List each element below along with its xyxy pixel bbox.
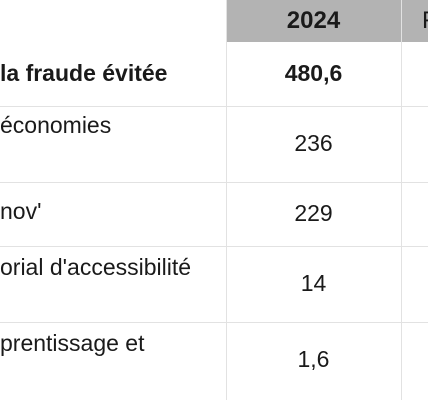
row-label: la fraude évitée: [0, 60, 168, 86]
row-divider: [0, 246, 428, 247]
header-next-column-partial: F: [401, 0, 428, 42]
row-value: 480,6: [284, 60, 343, 86]
row-value: 14: [300, 270, 327, 296]
header-blank-cell: [0, 0, 226, 42]
row-label: nov': [0, 198, 42, 224]
row-label: prentissage et: [0, 330, 145, 356]
row-divider: [0, 182, 428, 183]
row-label: économies: [0, 112, 112, 138]
column-divider: [226, 0, 227, 400]
row-divider: [0, 106, 428, 107]
header-year-2024: 2024: [226, 0, 401, 42]
column-divider: [401, 0, 402, 400]
row-value: 229: [294, 200, 333, 226]
row-value: 1,6: [297, 346, 330, 372]
row-label: orial d'accessibilité: [0, 254, 192, 280]
row-divider: [0, 322, 428, 323]
row-value: 236: [294, 130, 333, 156]
